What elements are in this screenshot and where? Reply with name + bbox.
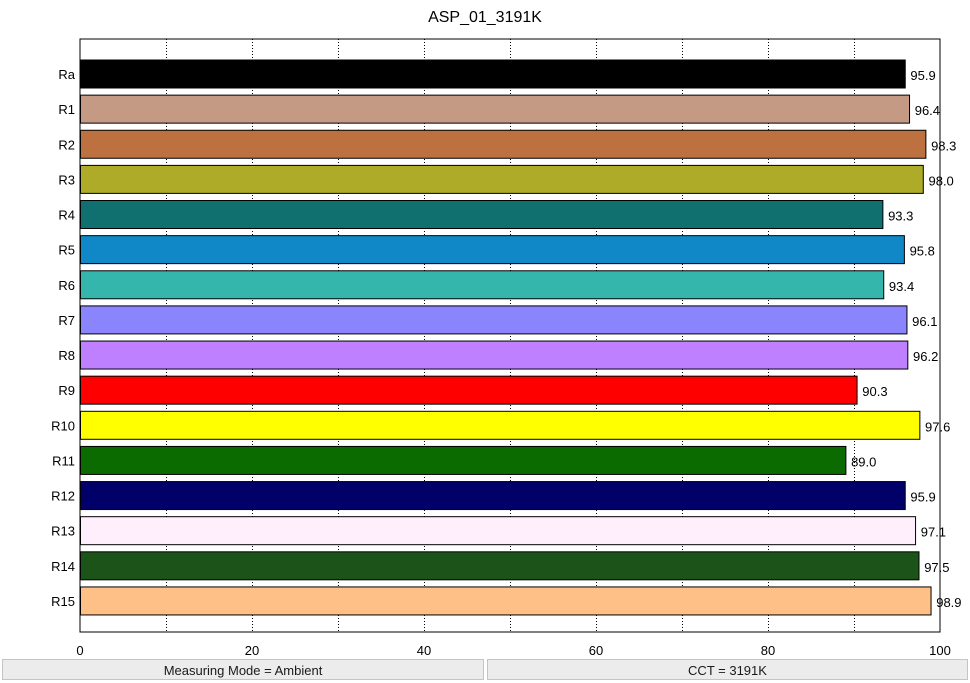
value-label: 96.2 xyxy=(913,349,938,364)
measuring-mode-field: Measuring Mode = Ambient xyxy=(2,659,484,680)
value-label: 93.4 xyxy=(889,279,914,294)
bar-r1 xyxy=(80,94,911,124)
value-label: 96.1 xyxy=(912,314,937,329)
bar-r14 xyxy=(80,551,920,581)
category-label: R7 xyxy=(58,313,75,328)
category-label: R3 xyxy=(58,172,75,187)
bar-ra xyxy=(80,59,906,89)
category-label: R10 xyxy=(51,418,75,433)
value-label: 90.3 xyxy=(862,384,887,399)
category-labels: Ra R1 R2 R3 R4 R5 R6 R7 R8 R9 R10 R11 R12 R13 R14 R15 xyxy=(51,67,76,609)
value-label: 97.1 xyxy=(921,525,946,540)
value-label: 98.3 xyxy=(931,138,956,153)
bar-r7 xyxy=(80,305,908,335)
category-label: R4 xyxy=(58,208,75,223)
x-tick-label: 60 xyxy=(589,643,603,658)
value-label: 96.4 xyxy=(915,103,940,118)
bar-r3 xyxy=(80,164,924,194)
bar-r15 xyxy=(80,586,932,616)
value-label: 97.5 xyxy=(924,560,949,575)
x-tick-label: 20 xyxy=(245,643,259,658)
bar-r11 xyxy=(80,445,847,475)
bar-r5 xyxy=(80,235,905,265)
x-tick-labels: 0 20 40 60 80 100 xyxy=(76,643,950,658)
bar-chart: 95.9 96.4 98.3 98.0 93.3 95.8 93.4 96.1 96.2 90.3… xyxy=(51,38,962,658)
bar-r8 xyxy=(80,340,909,370)
category-label: R12 xyxy=(51,489,75,504)
bar-r2 xyxy=(80,129,927,159)
category-label: Ra xyxy=(58,67,75,82)
category-label: R1 xyxy=(58,102,75,117)
value-label: 95.9 xyxy=(910,490,935,505)
bar-r9 xyxy=(80,375,858,405)
value-label: 95.9 xyxy=(910,68,935,83)
category-label: R14 xyxy=(51,559,75,574)
plot-frame xyxy=(79,38,941,633)
value-label: 93.3 xyxy=(888,209,913,224)
category-label: R11 xyxy=(52,453,75,468)
category-label: R8 xyxy=(58,348,75,363)
category-label: R5 xyxy=(58,243,75,258)
value-label: 95.8 xyxy=(910,244,935,259)
status-bar: Measuring Mode = Ambient CCT = 3191K xyxy=(0,659,970,681)
category-label: R9 xyxy=(58,383,75,398)
bar-r13 xyxy=(80,516,917,546)
bar-r6 xyxy=(80,270,885,300)
category-label: R15 xyxy=(51,594,75,609)
bars-layer: 95.9 96.4 98.3 98.0 93.3 95.8 93.4 96.1 96.2 90.3… xyxy=(80,59,962,616)
bar-r12 xyxy=(80,481,906,511)
value-label: 89.0 xyxy=(851,454,876,469)
value-label: 98.0 xyxy=(928,173,953,188)
category-label: R13 xyxy=(51,524,75,539)
value-label: 97.6 xyxy=(925,419,950,434)
chart-title: ASP_01_3191K xyxy=(428,9,542,26)
x-tick-label: 100 xyxy=(929,643,951,658)
category-label: R6 xyxy=(58,278,75,293)
x-tick-label: 0 xyxy=(76,643,83,658)
x-tick-label: 40 xyxy=(417,643,431,658)
x-tick-label: 80 xyxy=(761,643,775,658)
cct-field: CCT = 3191K xyxy=(487,659,968,680)
category-label: R2 xyxy=(58,137,75,152)
bar-r10 xyxy=(80,410,921,440)
bar-r4 xyxy=(80,200,884,230)
value-label: 98.9 xyxy=(936,595,961,610)
